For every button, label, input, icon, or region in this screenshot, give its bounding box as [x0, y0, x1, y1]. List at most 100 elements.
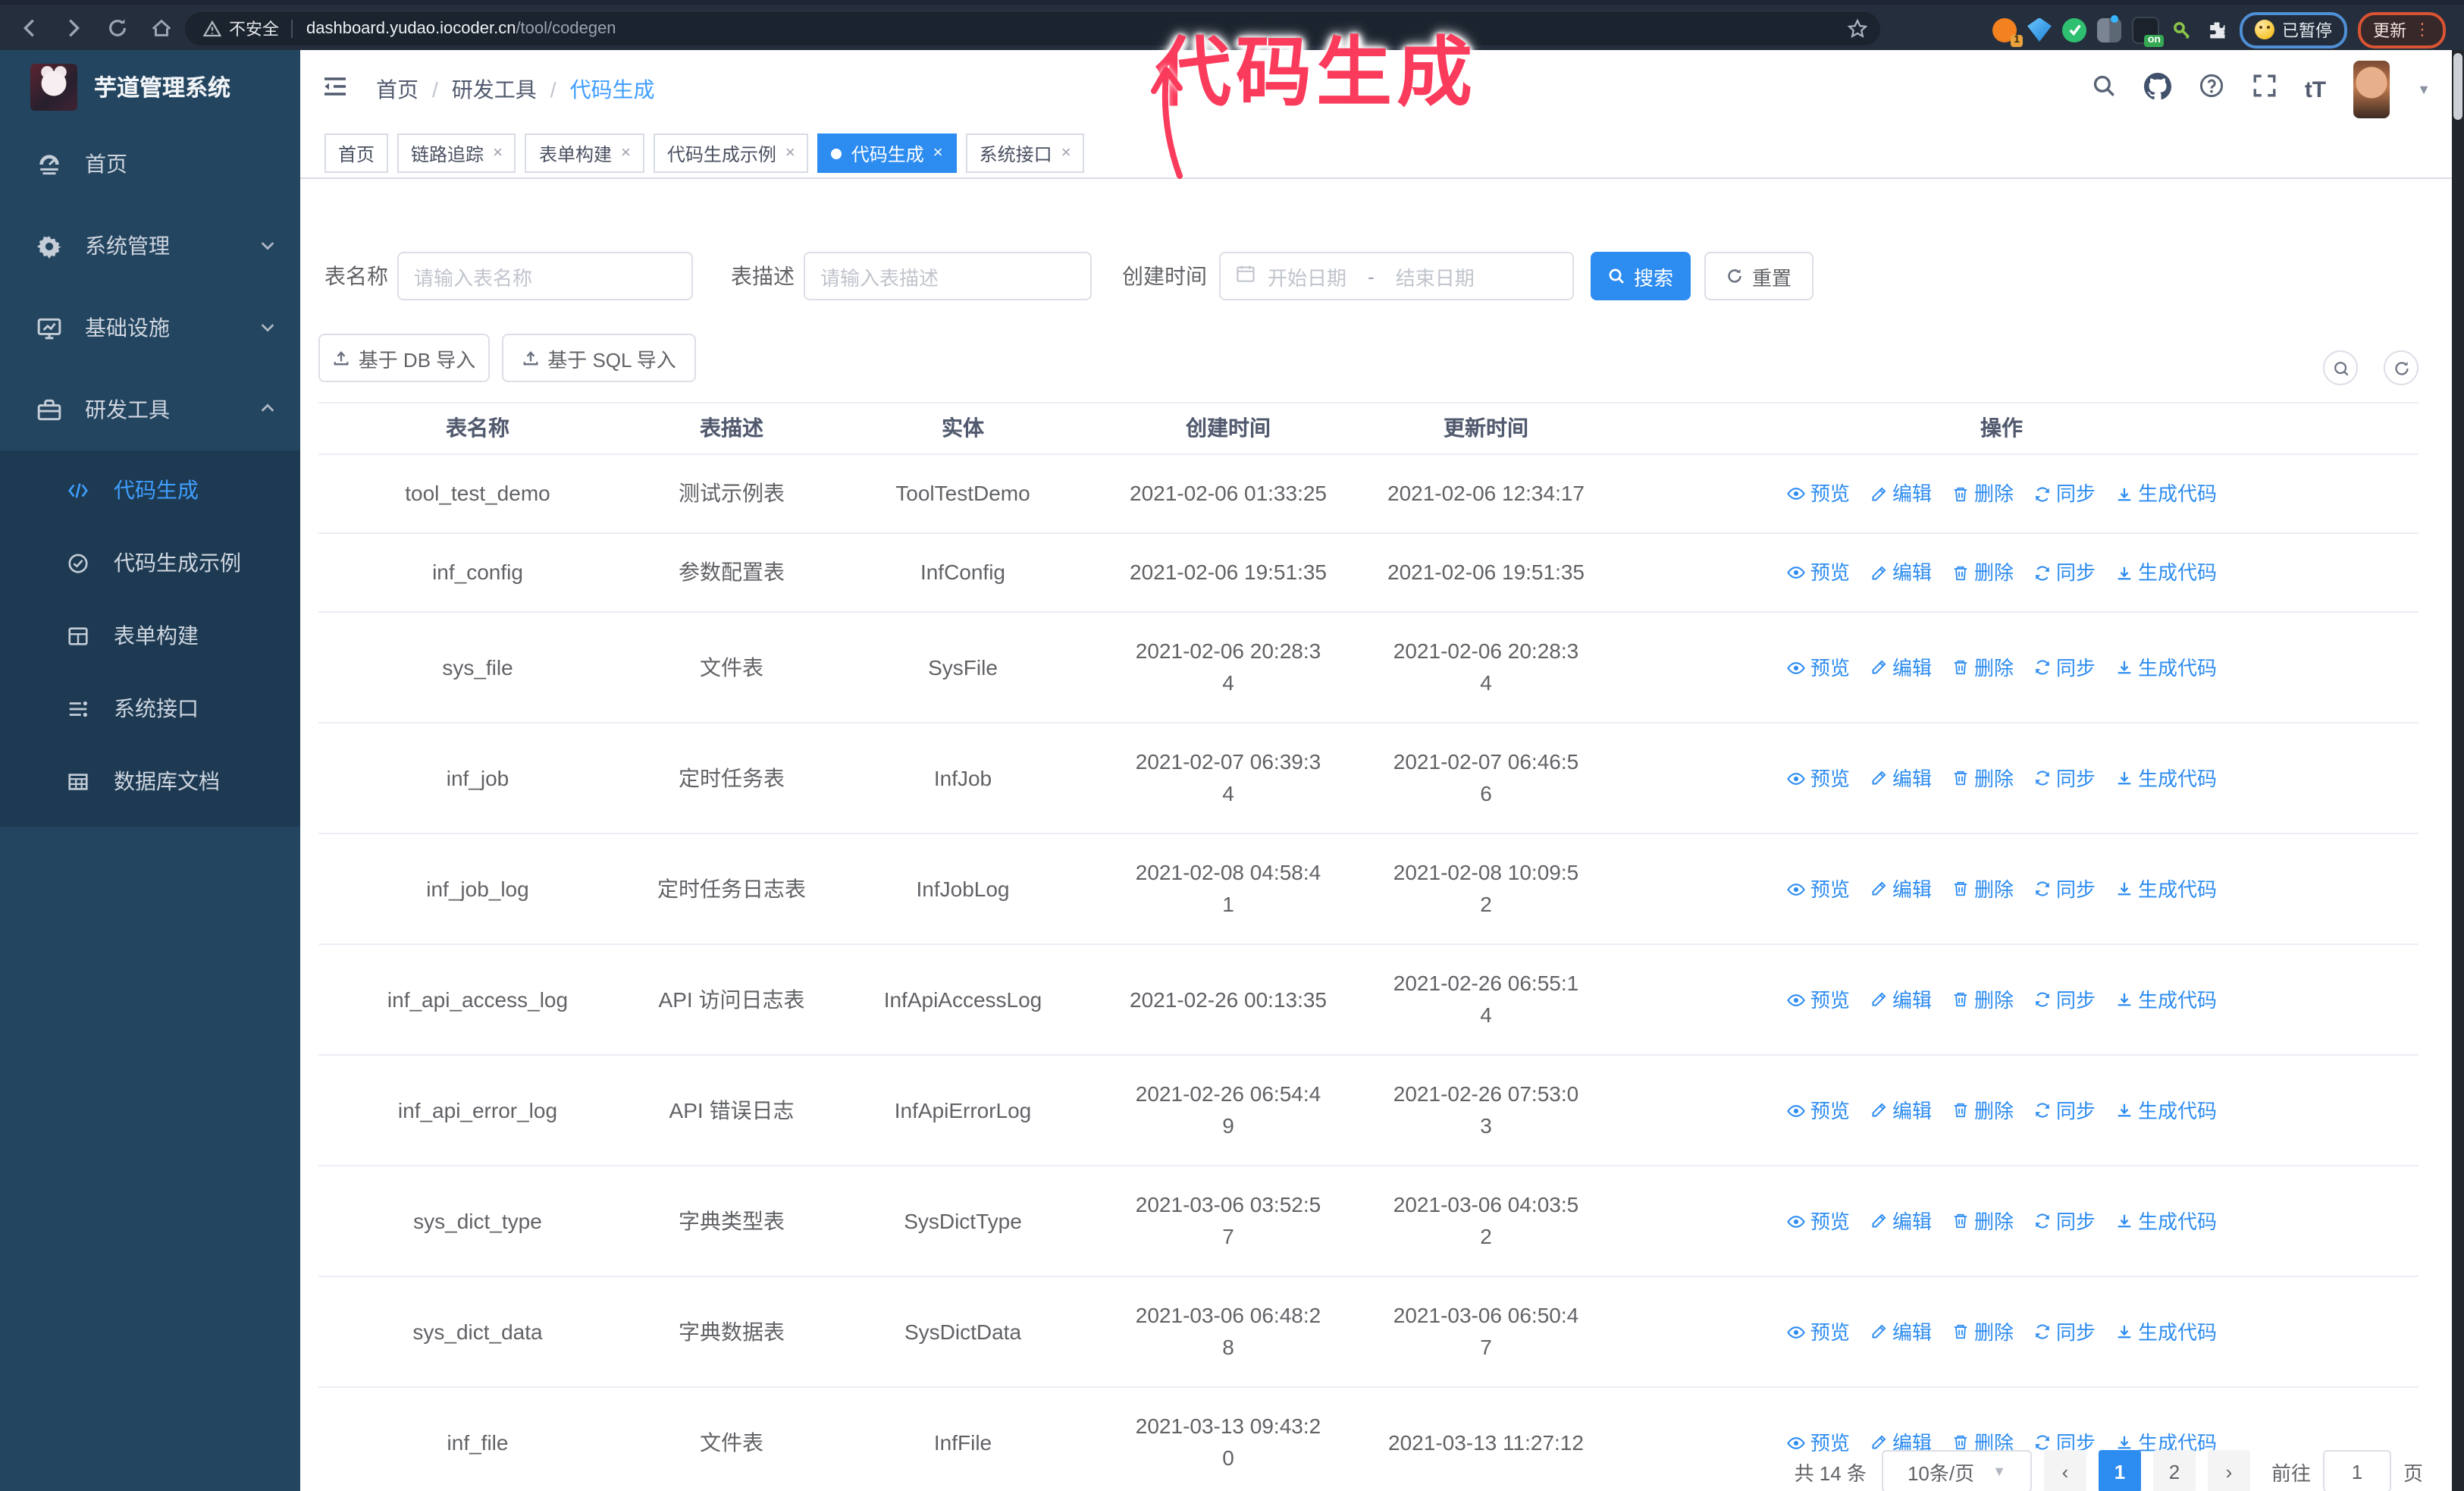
edit-action-link[interactable]: 编辑 [1870, 478, 1932, 510]
extension-columns-icon[interactable] [2097, 14, 2121, 42]
download-action-link[interactable]: 生成代码 [2115, 762, 2217, 794]
sync-action-link[interactable]: 同步 [2033, 478, 2096, 510]
browser-home-button[interactable] [146, 12, 176, 42]
close-icon[interactable]: × [785, 144, 795, 162]
reset-button[interactable]: 重置 [1704, 252, 1814, 300]
page-scrollbar[interactable] [2452, 50, 2464, 1491]
date-start-placeholder[interactable]: 开始日期 [1268, 266, 1347, 289]
download-action-link[interactable]: 生成代码 [2115, 557, 2217, 589]
help-icon[interactable] [2199, 73, 2224, 106]
tab-tracing[interactable]: 链路追踪 × [397, 133, 516, 173]
breadcrumb-devtools[interactable]: 研发工具 [451, 77, 537, 102]
browser-reload-button[interactable] [102, 12, 132, 42]
edit-action-link[interactable]: 编辑 [1870, 1094, 1932, 1126]
search-button[interactable]: 搜索 [1591, 252, 1691, 300]
eye-action-link[interactable]: 预览 [1786, 1427, 1850, 1458]
sidebar-item-infrastructure[interactable]: 基础设施 [0, 287, 300, 369]
download-action-link[interactable]: 生成代码 [2115, 478, 2217, 510]
next-page-button[interactable]: › [2207, 1450, 2250, 1491]
close-icon[interactable]: × [1061, 144, 1071, 162]
eye-action-link[interactable]: 预览 [1786, 1205, 1850, 1237]
browser-forward-button[interactable] [58, 12, 88, 42]
sidebar-collapse-icon[interactable] [321, 72, 349, 107]
scrollbar-thumb[interactable] [2453, 53, 2462, 120]
user-avatar[interactable] [2353, 61, 2390, 118]
import-db-button[interactable]: 基于 DB 导入 [318, 334, 490, 382]
address-bar[interactable]: 不安全 dashboard.yudao.iocoder.cn /tool/cod… [185, 12, 1880, 46]
extension-orange-icon[interactable]: 1 [1992, 17, 2023, 46]
breadcrumb-home[interactable]: 首页 [376, 77, 419, 102]
close-icon[interactable]: × [493, 144, 503, 162]
refresh-button[interactable] [2384, 350, 2419, 385]
sync-action-link[interactable]: 同步 [2033, 762, 2096, 794]
font-size-icon[interactable]: tT [2304, 77, 2327, 102]
sidebar-item-system[interactable]: 系统管理 [0, 205, 300, 287]
delete-action-link[interactable]: 删除 [1951, 1316, 2014, 1348]
app-logo-row[interactable]: 芋道管理系统 [0, 50, 300, 123]
url-path[interactable]: /tool/codegen [516, 20, 616, 38]
sidebar-item-system-api[interactable]: 系统接口 [0, 672, 300, 745]
download-action-link[interactable]: 生成代码 [2115, 984, 2217, 1015]
edit-action-link[interactable]: 编辑 [1870, 984, 1932, 1015]
page-button-1[interactable]: 1 [2098, 1450, 2141, 1491]
delete-action-link[interactable]: 删除 [1951, 873, 2014, 905]
edit-action-link[interactable]: 编辑 [1870, 651, 1932, 683]
eye-action-link[interactable]: 预览 [1786, 557, 1850, 589]
sync-action-link[interactable]: 同步 [2033, 1316, 2096, 1348]
eye-action-link[interactable]: 预览 [1786, 478, 1850, 510]
prev-page-button[interactable]: ‹ [2043, 1450, 2086, 1491]
browser-menu-icon[interactable]: ⋮ [2414, 20, 2431, 39]
close-icon[interactable]: × [933, 144, 943, 162]
goto-page-input[interactable]: 1 [2322, 1450, 2391, 1491]
sidebar-item-db-doc[interactable]: 数据库文档 [0, 745, 300, 818]
delete-action-link[interactable]: 删除 [1951, 1205, 2014, 1237]
close-icon[interactable]: × [620, 144, 631, 162]
sidebar-item-form-builder[interactable]: 表单构建 [0, 599, 300, 672]
table-name-input[interactable]: 请输入表名称 [397, 252, 693, 300]
sync-action-link[interactable]: 同步 [2033, 984, 2096, 1015]
profile-chip[interactable]: 已暂停 [2240, 11, 2347, 48]
sync-action-link[interactable]: 同步 [2033, 873, 2096, 905]
edit-action-link[interactable]: 编辑 [1870, 557, 1932, 589]
avatar-caret-icon[interactable]: ▼ [2417, 82, 2431, 97]
update-button[interactable]: 更新 ⋮ [2358, 11, 2446, 48]
sync-action-link[interactable]: 同步 [2033, 651, 2096, 683]
sidebar-item-devtools[interactable]: 研发工具 [0, 369, 300, 450]
delete-action-link[interactable]: 删除 [1951, 1094, 2014, 1126]
date-end-placeholder[interactable]: 结束日期 [1395, 266, 1475, 289]
delete-action-link[interactable]: 删除 [1951, 478, 2014, 510]
eye-action-link[interactable]: 预览 [1786, 1316, 1850, 1348]
eye-action-link[interactable]: 预览 [1786, 762, 1850, 794]
eye-action-link[interactable]: 预览 [1786, 873, 1850, 905]
github-icon[interactable] [2143, 72, 2171, 107]
download-action-link[interactable]: 生成代码 [2115, 1094, 2217, 1126]
page-button-2[interactable]: 2 [2152, 1450, 2196, 1491]
download-action-link[interactable]: 生成代码 [2115, 1316, 2217, 1348]
tab-codegen-example[interactable]: 代码生成示例 × [653, 133, 809, 173]
edit-action-link[interactable]: 编辑 [1870, 762, 1932, 794]
eye-action-link[interactable]: 预览 [1786, 1094, 1850, 1126]
download-action-link[interactable]: 生成代码 [2115, 651, 2217, 683]
sidebar-item-home[interactable]: 首页 [0, 123, 300, 205]
eye-action-link[interactable]: 预览 [1786, 984, 1850, 1015]
sidebar-item-codegen[interactable]: 代码生成 [0, 454, 300, 526]
delete-action-link[interactable]: 删除 [1951, 984, 2014, 1015]
page-size-select[interactable]: 10条/页 ▼ [1881, 1450, 2032, 1491]
download-action-link[interactable]: 生成代码 [2115, 1205, 2217, 1237]
tab-home[interactable]: 首页 [324, 133, 389, 173]
fullscreen-icon[interactable] [2252, 73, 2277, 106]
delete-action-link[interactable]: 删除 [1951, 651, 2014, 683]
header-search-icon[interactable] [2091, 73, 2117, 106]
date-range-picker[interactable]: 开始日期 - 结束日期 [1219, 252, 1574, 300]
extensions-puzzle-icon[interactable] [2205, 17, 2229, 42]
delete-action-link[interactable]: 删除 [1951, 762, 2014, 794]
extension-key-icon[interactable] [2170, 17, 2194, 42]
url-host[interactable]: dashboard.yudao.iocoder.cn [306, 20, 516, 38]
bookmark-star-icon[interactable] [1847, 18, 1868, 39]
download-action-link[interactable]: 生成代码 [2115, 873, 2217, 905]
extension-dark-icon[interactable]: on [2132, 16, 2164, 46]
browser-back-button[interactable] [14, 12, 44, 42]
toggle-search-button[interactable] [2323, 350, 2358, 385]
edit-action-link[interactable]: 编辑 [1870, 1316, 1932, 1348]
table-desc-input[interactable]: 请输入表描述 [804, 252, 1092, 300]
